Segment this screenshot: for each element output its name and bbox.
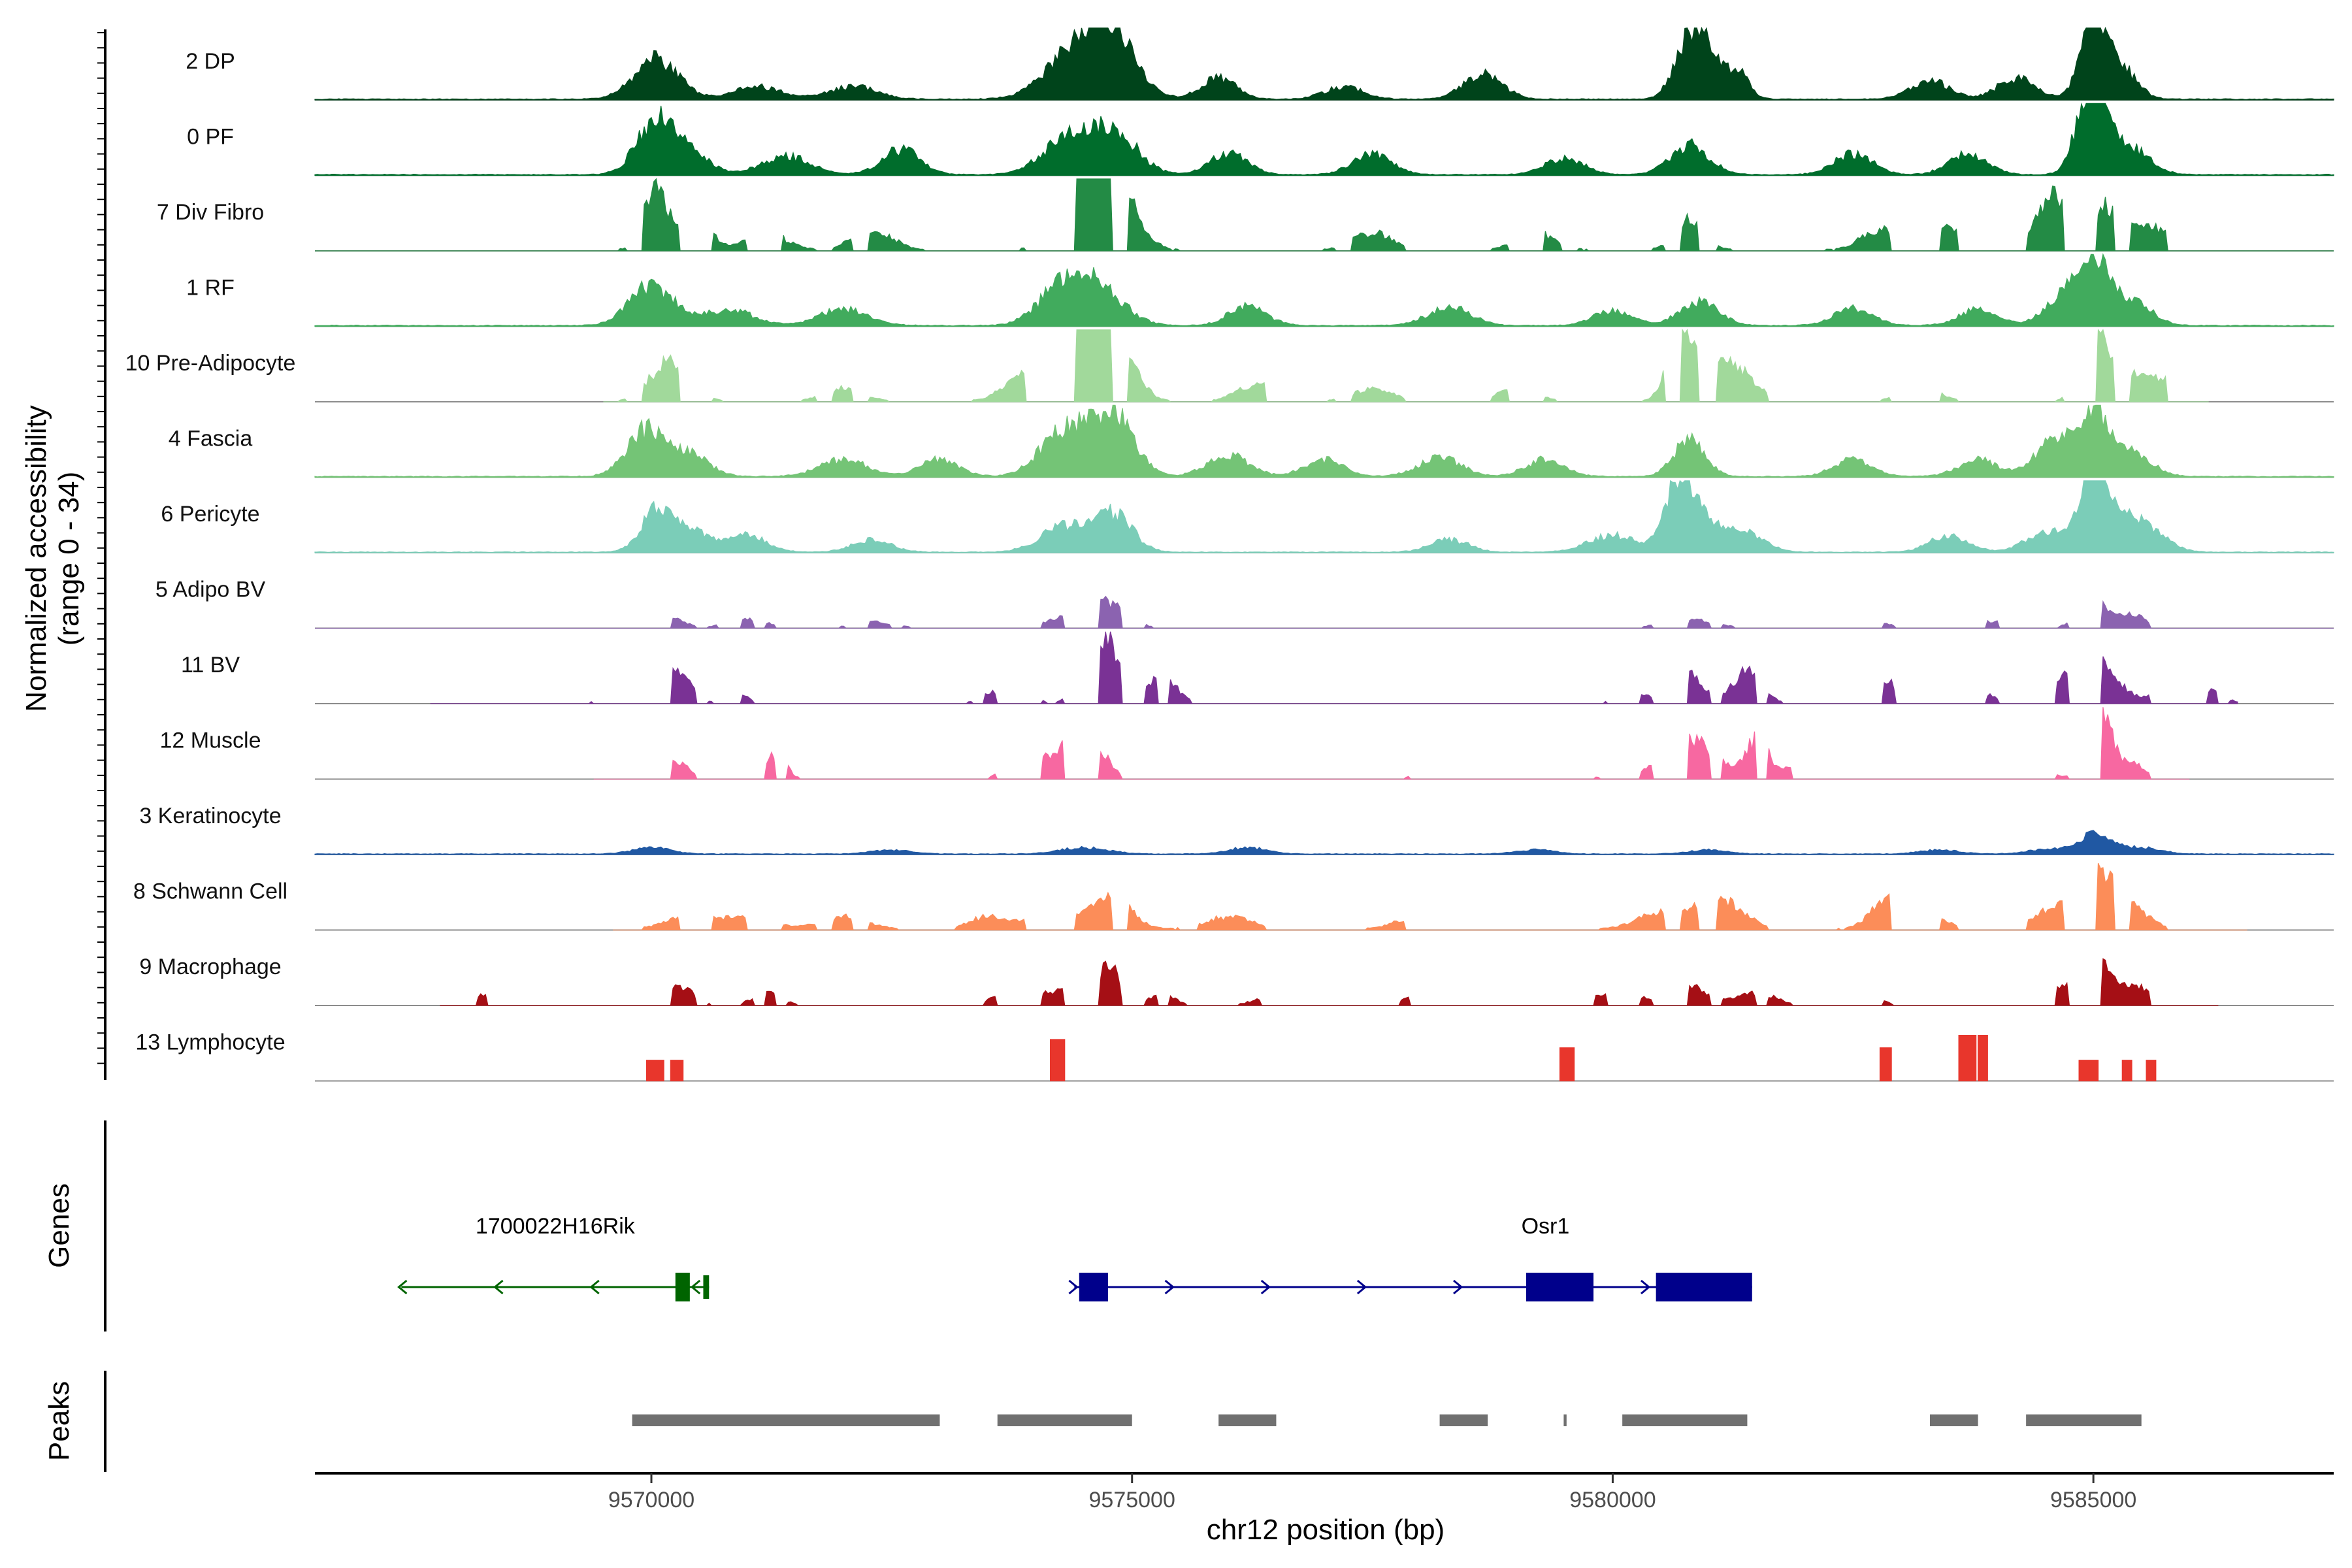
track-label: 4 Fascia — [169, 427, 253, 451]
track-signal — [440, 958, 2219, 1006]
x-axis-tick-label: 9575000 — [1089, 1488, 1175, 1512]
track-signal — [314, 404, 2334, 478]
peak-region — [997, 1414, 1132, 1426]
peak-region — [1439, 1414, 1488, 1426]
coverage-tracks: 2 DP 0 PF 7 Div Fibro 1 RF 10 Pre-Adipocyte 4… — [125, 27, 2334, 1082]
gene-label: 1700022H16Rik — [476, 1214, 636, 1239]
gene-osr1: Osr1 — [1068, 1214, 1752, 1301]
peak-regions — [632, 1414, 2142, 1426]
track-signal — [314, 830, 2334, 855]
peak-region — [1930, 1414, 1978, 1426]
x-axis: 9570000 9575000 9580000 9585000 — [315, 1472, 2334, 1512]
track-label: 2 DP — [186, 49, 235, 74]
track-label: 7 Div Fibro — [157, 200, 264, 225]
gene-strand-arrow — [589, 1279, 600, 1295]
track-1-rf: 1 RF — [186, 253, 2334, 327]
x-axis-title: chr12 position (bp) — [1207, 1514, 1445, 1546]
track-signal — [314, 480, 2334, 553]
track-11-bv: 11 BV — [181, 631, 2334, 704]
gene-exon — [703, 1275, 710, 1299]
gene-1700022h16rik: 1700022H16Rik — [397, 1214, 710, 1301]
x-axis-tick-label: 9570000 — [608, 1488, 694, 1512]
track-label: 5 Adipo BV — [155, 578, 266, 602]
gene-strand-arrow — [690, 1279, 701, 1295]
track-signal — [315, 178, 2334, 252]
track-label: 9 Macrophage — [139, 955, 281, 979]
track-label: 6 Pericyte — [161, 502, 259, 527]
track-signal — [315, 595, 2334, 629]
track-12-muscle: 12 Muscle — [160, 707, 2334, 780]
gene-exon — [1079, 1273, 1108, 1301]
track-label: 10 Pre-Adipocyte — [125, 351, 296, 376]
track-2-dp: 2 DP — [186, 27, 2334, 101]
gene-exon — [675, 1273, 690, 1301]
peaks-panel: Peaks — [43, 1371, 2142, 1472]
track-label: 11 BV — [181, 653, 240, 678]
gene-strand-arrow — [397, 1279, 408, 1295]
track-13-lymphocyte: 13 Lymphocyte — [135, 1030, 2334, 1082]
genes-panel: Genes 1700022H16Rik Osr1 — [43, 1120, 1752, 1331]
track-signal — [314, 102, 2334, 176]
y-axis-title-line2: (range 0 - 34) — [53, 472, 85, 646]
track-signal — [430, 631, 2238, 704]
genes-title: Genes — [43, 1183, 75, 1268]
peak-region — [1563, 1414, 1567, 1426]
track-signal — [593, 707, 2190, 780]
gene-strand-arrow — [1453, 1279, 1463, 1295]
track-8-schwann-cell: 8 Schwann Cell — [133, 862, 2334, 931]
peak-region — [1622, 1414, 1748, 1426]
track-signal — [314, 253, 2334, 327]
track-label: 3 Keratinocyte — [139, 804, 281, 828]
peak-region — [1218, 1414, 1277, 1426]
track-signal — [646, 1035, 2157, 1082]
coverage-y-axis — [97, 29, 106, 1080]
gene-strand-arrow — [1356, 1279, 1367, 1295]
gene-label: Osr1 — [1522, 1214, 1570, 1239]
track-signal — [613, 862, 2247, 931]
x-axis-tick-label: 9585000 — [2050, 1488, 2136, 1512]
peak-region — [2026, 1414, 2142, 1426]
gene-exon — [1526, 1273, 1593, 1301]
track-label: 12 Muscle — [160, 728, 261, 753]
track-0-pf: 0 PF — [187, 102, 2334, 176]
track-label: 0 PF — [187, 125, 234, 150]
peaks-title: Peaks — [43, 1381, 75, 1461]
peak-region — [632, 1414, 940, 1426]
track-label: 1 RF — [186, 276, 235, 301]
track-4-fascia: 4 Fascia — [169, 404, 2334, 478]
track-9-macrophage: 9 Macrophage — [139, 955, 2334, 1006]
track-3-keratinocyte: 3 Keratinocyte — [139, 804, 2334, 855]
gene-exon — [1656, 1273, 1752, 1301]
gene-strand-arrow — [1260, 1279, 1271, 1295]
track-signal — [314, 27, 2334, 101]
track-7-div-fibro: 7 Div Fibro — [157, 178, 2334, 252]
y-axis-title-line1: Normalized accessibility — [20, 405, 52, 711]
track-10-pre-adipocyte: 10 Pre-Adipocyte — [125, 328, 2334, 402]
track-label: 8 Schwann Cell — [133, 879, 287, 904]
gene-strand-arrow — [1640, 1279, 1651, 1295]
x-axis-ticks: 9570000 9575000 9580000 9585000 — [608, 1473, 2136, 1512]
track-5-adipo-bv: 5 Adipo BV — [155, 578, 2334, 629]
gene-strand-arrow — [1164, 1279, 1175, 1295]
track-signal — [603, 328, 2209, 402]
track-label: 13 Lymphocyte — [135, 1030, 285, 1055]
gene-strand-arrow — [1068, 1279, 1079, 1295]
x-axis-tick-label: 9580000 — [1569, 1488, 1656, 1512]
gene-strand-arrow — [493, 1279, 504, 1295]
track-6-pericyte: 6 Pericyte — [161, 480, 2334, 553]
gene-models: 1700022H16Rik Osr1 — [397, 1214, 1752, 1301]
